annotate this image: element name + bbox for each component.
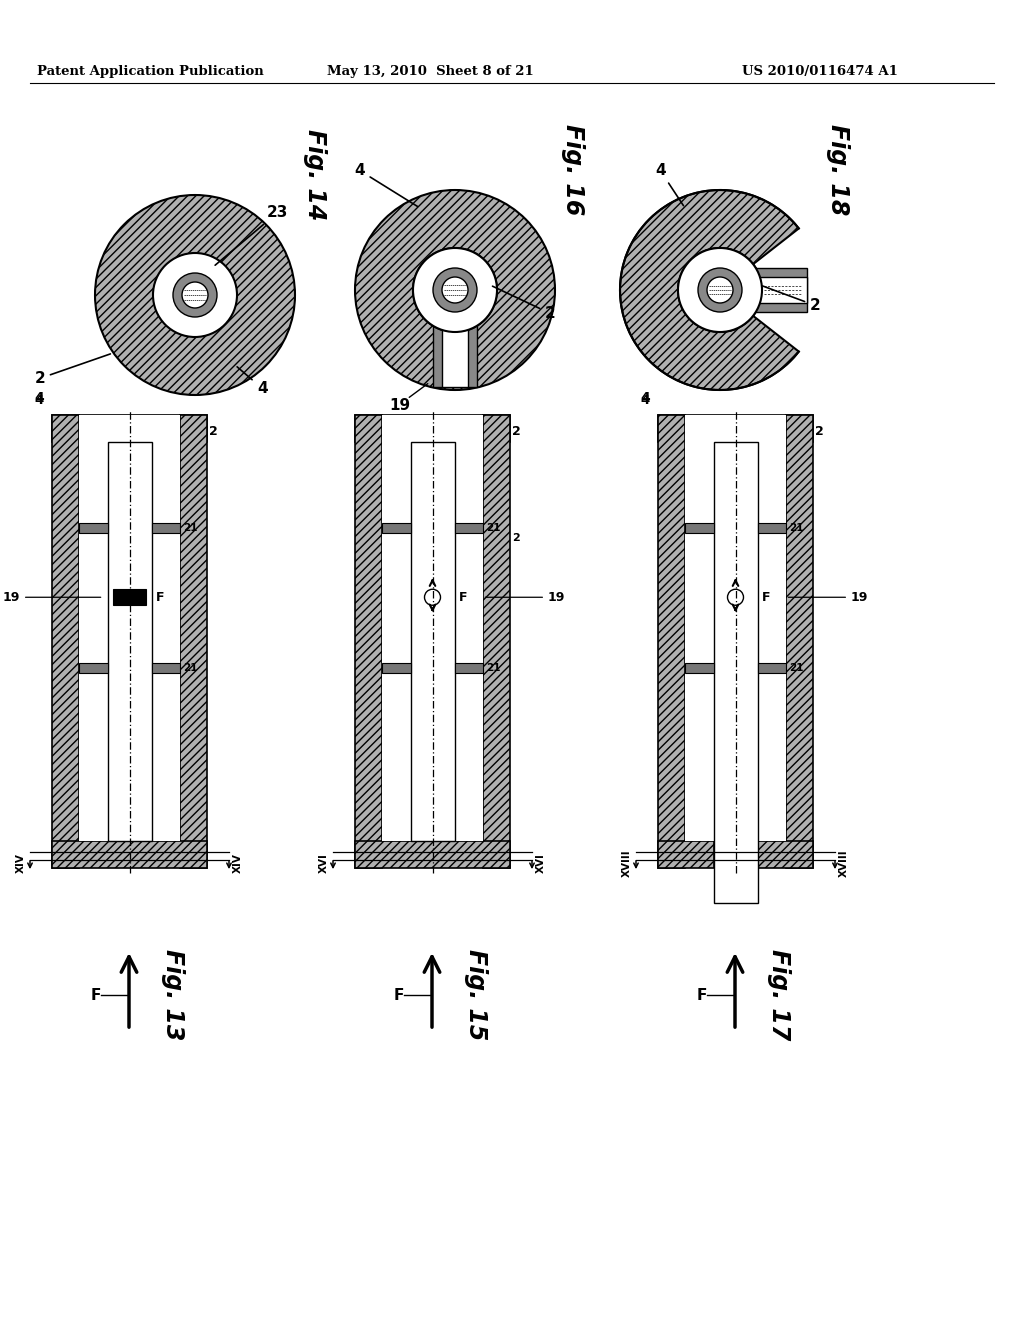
Circle shape bbox=[182, 282, 208, 308]
Circle shape bbox=[442, 277, 468, 304]
Text: Fig. 14: Fig. 14 bbox=[303, 129, 327, 220]
Circle shape bbox=[727, 589, 743, 606]
Text: 2: 2 bbox=[493, 286, 556, 321]
Text: F: F bbox=[697, 987, 708, 1002]
Bar bbox=[113, 589, 146, 606]
Text: Fig. 17: Fig. 17 bbox=[767, 949, 791, 1040]
Text: XIV: XIV bbox=[233, 853, 243, 873]
Text: 4: 4 bbox=[655, 162, 683, 206]
Text: 4: 4 bbox=[238, 367, 267, 396]
Text: 19: 19 bbox=[389, 397, 411, 412]
Bar bbox=[355, 841, 510, 869]
Text: Fig. 16: Fig. 16 bbox=[561, 124, 585, 215]
Text: XIV: XIV bbox=[16, 853, 26, 873]
Text: 4: 4 bbox=[35, 393, 44, 407]
Bar bbox=[382, 414, 483, 841]
Text: 21: 21 bbox=[790, 663, 804, 673]
Text: 19: 19 bbox=[485, 591, 565, 603]
Text: 21: 21 bbox=[183, 663, 198, 673]
Bar bbox=[786, 414, 813, 869]
Text: 4: 4 bbox=[640, 391, 650, 405]
Bar bbox=[685, 663, 714, 673]
Bar bbox=[758, 663, 786, 673]
Bar bbox=[714, 442, 758, 903]
Text: 2: 2 bbox=[763, 286, 821, 313]
Text: 4: 4 bbox=[354, 162, 418, 206]
Bar bbox=[108, 442, 152, 841]
Circle shape bbox=[355, 190, 555, 389]
Bar bbox=[79, 663, 108, 673]
Text: Fig. 13: Fig. 13 bbox=[161, 949, 185, 1040]
Wedge shape bbox=[720, 222, 830, 358]
Text: US 2010/0116474 A1: US 2010/0116474 A1 bbox=[742, 66, 898, 78]
Text: 21: 21 bbox=[790, 523, 804, 533]
Bar bbox=[79, 523, 108, 533]
Bar bbox=[180, 414, 207, 869]
Text: F: F bbox=[156, 591, 164, 603]
Bar bbox=[707, 277, 807, 304]
Text: 21: 21 bbox=[486, 663, 501, 673]
Text: F: F bbox=[91, 987, 101, 1002]
Circle shape bbox=[95, 195, 295, 395]
Text: Fig. 15: Fig. 15 bbox=[464, 949, 488, 1040]
Circle shape bbox=[433, 268, 477, 312]
Bar bbox=[411, 442, 455, 841]
Bar bbox=[455, 663, 483, 673]
Text: 2: 2 bbox=[209, 425, 218, 438]
Circle shape bbox=[707, 277, 733, 304]
Text: 2: 2 bbox=[34, 354, 111, 385]
Text: 19: 19 bbox=[788, 591, 868, 603]
Text: XVIII: XVIII bbox=[839, 849, 849, 876]
Bar bbox=[483, 414, 510, 869]
Bar bbox=[52, 414, 79, 869]
Text: XVI: XVI bbox=[319, 853, 329, 873]
Text: XVIII: XVIII bbox=[622, 849, 632, 876]
Bar bbox=[52, 414, 207, 442]
Circle shape bbox=[153, 253, 237, 337]
Bar bbox=[152, 663, 180, 673]
Bar bbox=[685, 523, 714, 533]
Bar bbox=[355, 414, 382, 869]
Text: May 13, 2010  Sheet 8 of 21: May 13, 2010 Sheet 8 of 21 bbox=[327, 66, 534, 78]
Text: 2: 2 bbox=[815, 425, 823, 438]
Circle shape bbox=[425, 589, 440, 606]
Bar bbox=[355, 414, 510, 442]
Text: F: F bbox=[394, 987, 404, 1002]
Bar bbox=[382, 663, 411, 673]
Text: 21: 21 bbox=[183, 523, 198, 533]
Bar bbox=[382, 523, 411, 533]
Text: F: F bbox=[459, 591, 467, 603]
Text: Patent Application Publication: Patent Application Publication bbox=[37, 66, 263, 78]
Circle shape bbox=[678, 248, 762, 333]
Bar bbox=[658, 414, 685, 869]
Bar bbox=[758, 523, 786, 533]
Text: 4: 4 bbox=[34, 391, 44, 405]
Circle shape bbox=[678, 248, 762, 333]
Bar bbox=[79, 414, 180, 841]
Bar bbox=[52, 841, 207, 869]
Text: 2: 2 bbox=[512, 533, 520, 543]
Text: XVI: XVI bbox=[536, 853, 546, 873]
Circle shape bbox=[698, 268, 742, 312]
Text: F: F bbox=[762, 591, 770, 603]
Bar bbox=[442, 290, 468, 387]
Bar bbox=[658, 841, 714, 869]
Circle shape bbox=[620, 190, 820, 389]
Text: 23: 23 bbox=[215, 205, 289, 265]
Text: 21: 21 bbox=[486, 523, 501, 533]
Text: Fig. 18: Fig. 18 bbox=[826, 124, 850, 215]
Bar bbox=[433, 290, 477, 387]
Bar bbox=[758, 841, 813, 869]
Bar bbox=[698, 268, 807, 312]
Circle shape bbox=[413, 248, 497, 333]
Text: 4: 4 bbox=[641, 393, 650, 407]
Bar bbox=[658, 414, 813, 442]
Bar bbox=[685, 414, 786, 841]
Circle shape bbox=[413, 248, 497, 333]
Text: 19: 19 bbox=[3, 591, 100, 603]
Bar bbox=[152, 523, 180, 533]
Bar bbox=[455, 523, 483, 533]
Circle shape bbox=[173, 273, 217, 317]
Text: 2: 2 bbox=[512, 425, 521, 438]
